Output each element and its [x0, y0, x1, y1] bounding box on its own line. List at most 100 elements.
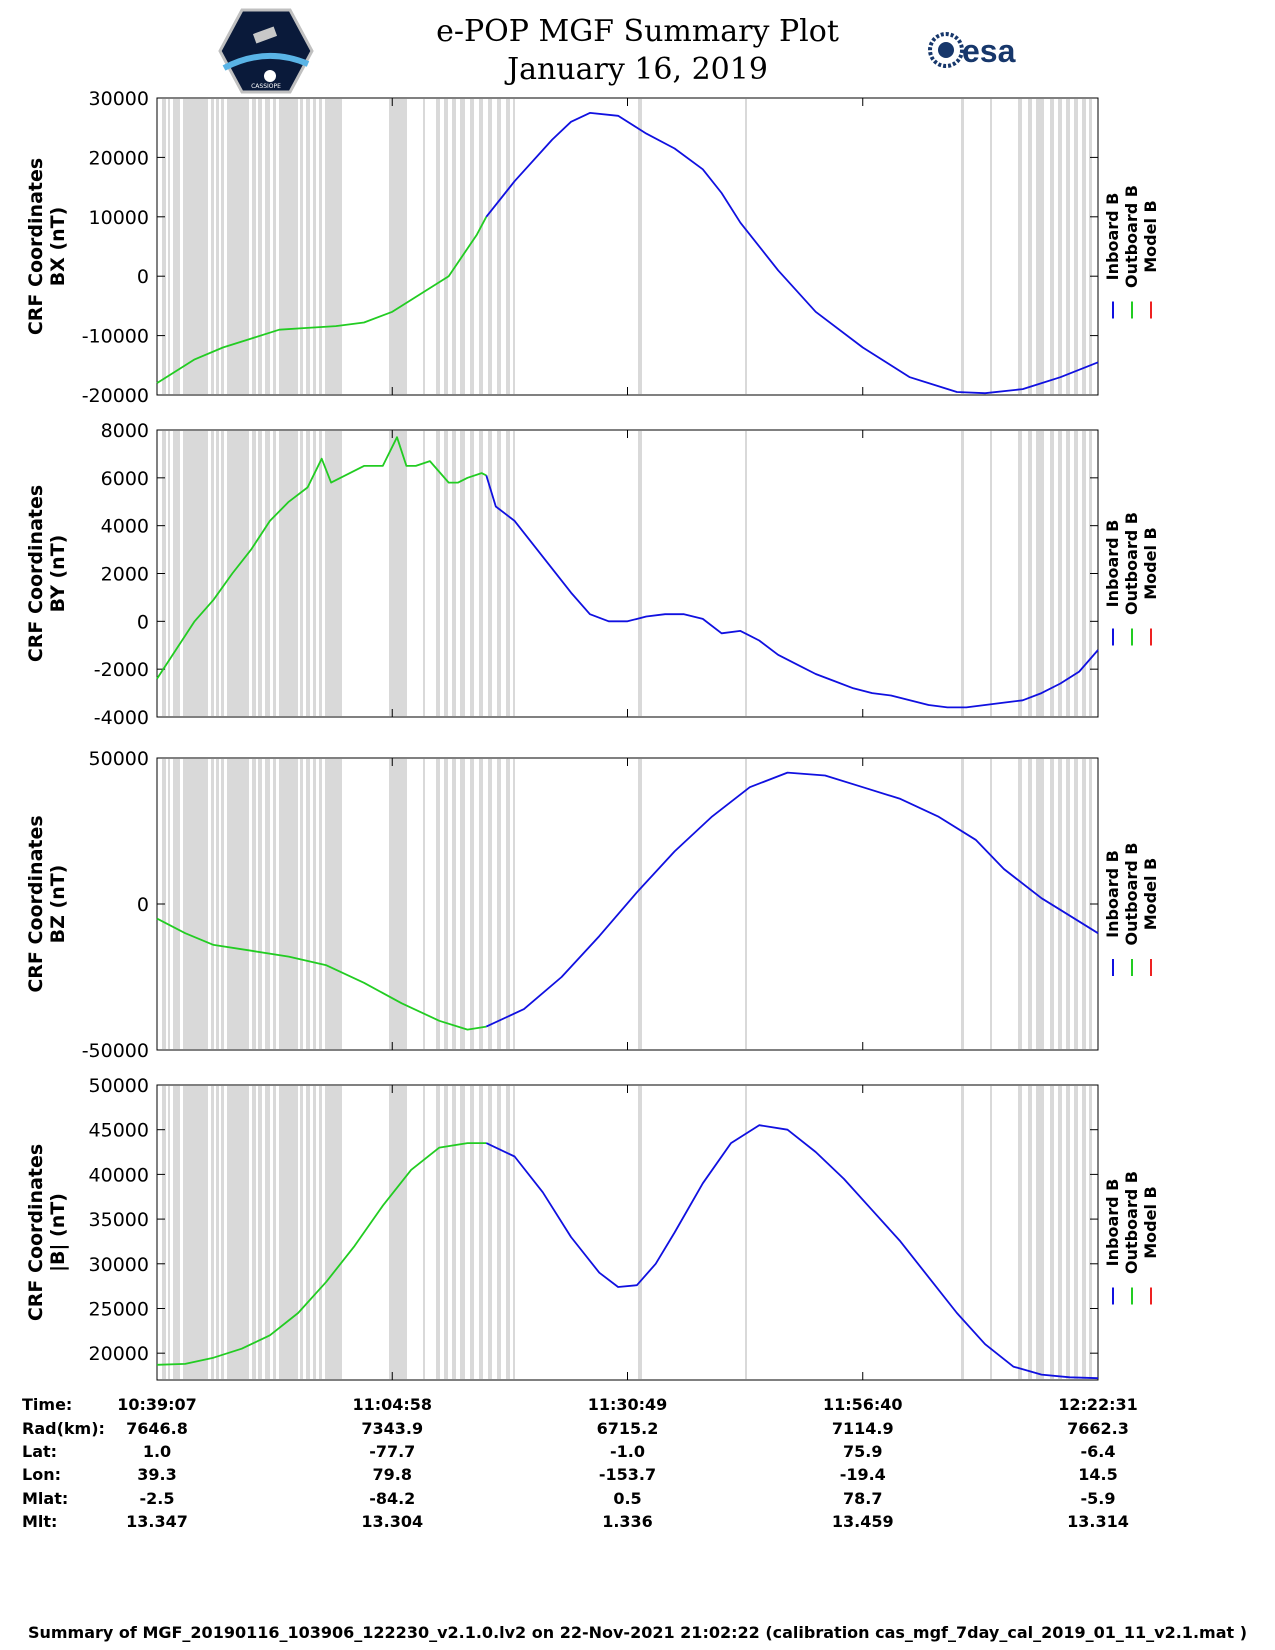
data-gap-band [211, 99, 214, 394]
legend-label: Model B [1141, 1186, 1160, 1258]
data-gap-band [313, 99, 316, 394]
data-gap-band [488, 99, 492, 394]
y-tick-label: 0 [137, 611, 149, 633]
row-label: Lat: [22, 1442, 57, 1461]
plot-frame [156, 97, 1099, 396]
y-tick-label: -50000 [82, 1040, 149, 1062]
data-gap-band [168, 759, 170, 1049]
data-gap-band [444, 99, 448, 394]
data-gap-band [1018, 759, 1022, 1049]
legend-label: Outboard B [1122, 185, 1141, 288]
data-gap-band [460, 99, 465, 394]
data-gap-band [1082, 759, 1086, 1049]
x-tick-value: -153.7 [599, 1465, 656, 1484]
data-gap-band [436, 1086, 440, 1379]
data-gap-band [513, 99, 515, 394]
data-gap-band [389, 99, 407, 394]
x-tick-value: 11:30:49 [588, 1395, 668, 1414]
data-gap-band [506, 431, 510, 716]
data-gap-band [1082, 431, 1086, 716]
data-gap-band [1036, 99, 1044, 394]
data-gap-band [216, 431, 219, 716]
x-tick-value: -5.9 [1081, 1489, 1116, 1508]
data-gap-band [273, 431, 276, 716]
data-gap-band [273, 99, 276, 394]
data-gap-band [173, 99, 180, 394]
data-gap-band [319, 759, 322, 1049]
data-gap-band [745, 759, 747, 1049]
x-tick-value: 7662.3 [1067, 1419, 1129, 1438]
x-tick-value: 78.7 [843, 1489, 882, 1508]
y-tick-label: -2000 [94, 659, 149, 681]
y-tick-label: 10000 [89, 207, 149, 229]
data-gap-band [1050, 1086, 1054, 1379]
legend-label: Outboard B [1122, 1171, 1141, 1274]
data-gap-band [279, 759, 298, 1049]
data-gap-band [506, 99, 510, 394]
legend-label: Inboard B [1103, 520, 1122, 608]
data-gap-band [325, 431, 342, 716]
data-gap-band [306, 431, 310, 716]
data-gap-band [306, 99, 310, 394]
y-tick-label: 35000 [89, 1209, 149, 1231]
data-gap-band [252, 99, 256, 394]
x-tick-value: 79.8 [373, 1465, 412, 1484]
data-gap-band [1036, 431, 1044, 716]
data-gap-band [265, 1086, 270, 1379]
data-gap-band [497, 99, 501, 394]
x-tick-value: 7343.9 [361, 1419, 423, 1438]
data-gap-band [216, 1086, 219, 1379]
data-gap-band [221, 431, 224, 716]
row-label: Rad(km): [22, 1419, 105, 1438]
data-gap-band [961, 759, 964, 1049]
data-gap-band [211, 431, 214, 716]
data-gap-band [265, 759, 270, 1049]
data-gap-band [513, 431, 515, 716]
data-gap-band [300, 431, 303, 716]
data-gap-band [1018, 1086, 1022, 1379]
data-gap-band [638, 759, 642, 1049]
y-tick-label: 8000 [101, 420, 149, 442]
data-gap-band [423, 99, 425, 394]
x-tick-value: -1.0 [610, 1442, 645, 1461]
data-gap-band [745, 99, 747, 394]
data-gap-band [488, 1086, 492, 1379]
data-gap-band [300, 99, 303, 394]
data-gap-band [1028, 431, 1032, 716]
x-tick-value: -19.4 [840, 1465, 886, 1484]
data-gap-band [258, 431, 262, 716]
data-gap-band [444, 1086, 448, 1379]
data-gap-band [1066, 99, 1070, 394]
y-axis-label: CRF CoordinatesBX (nT) [25, 158, 69, 335]
data-gap-band [1074, 759, 1078, 1049]
data-gap-band [423, 431, 425, 716]
y-axis-label-line1: CRF Coordinates [25, 485, 47, 662]
data-gap-band [452, 99, 456, 394]
data-gap-band [279, 431, 298, 716]
data-gap-band [452, 759, 456, 1049]
data-gap-band [990, 759, 992, 1049]
data-gap-band [488, 759, 492, 1049]
y-tick-label: -10000 [82, 326, 149, 348]
legend-label: Inboard B [1103, 193, 1122, 281]
data-gap-band [961, 431, 964, 716]
data-gap-band [211, 1086, 214, 1379]
data-gap-band [279, 1086, 298, 1379]
data-gap-band [506, 759, 510, 1049]
x-tick-value: 10:39:07 [117, 1395, 197, 1414]
data-gap-band [470, 1086, 474, 1379]
data-gap-band [1058, 431, 1062, 716]
data-gap-band [319, 431, 322, 716]
data-gap-band [961, 99, 964, 394]
data-gap-band [1018, 431, 1022, 716]
series-line-outboard-b [156, 436, 487, 680]
data-gap-band [479, 1086, 483, 1379]
data-gap-band [183, 1086, 208, 1379]
legend-label: Outboard B [1122, 843, 1141, 946]
y-tick-label: 30000 [89, 1254, 149, 1276]
data-gap-band [1089, 99, 1092, 394]
data-gap-band [470, 759, 474, 1049]
row-label: Mlat: [22, 1489, 68, 1508]
data-gap-band [745, 1086, 747, 1379]
